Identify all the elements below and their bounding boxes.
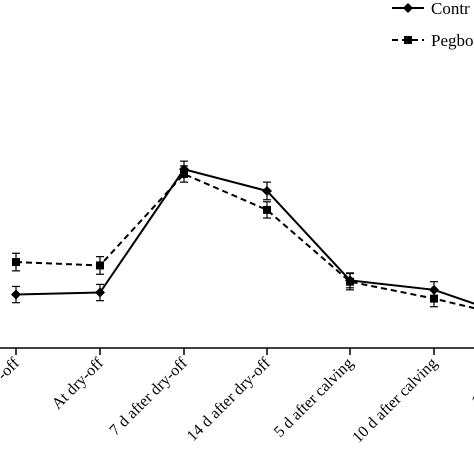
x-tick-label: 7 d after dry-off (106, 354, 191, 439)
legend-marker-diamond (403, 3, 413, 13)
data-point-diamond (429, 284, 439, 295)
series-line (15, 172, 474, 310)
data-point-square (430, 294, 438, 303)
x-tick-label: 5 d after calving (271, 355, 357, 441)
data-point-square (12, 258, 20, 267)
legend-label: Pegbo (431, 31, 474, 50)
data-point-diamond (11, 289, 21, 300)
x-tick-label: At dry-off (49, 354, 107, 412)
plot-area (11, 160, 474, 310)
series-line (15, 168, 474, 305)
x-axis (0, 347, 474, 355)
x-tick-label: 14 d after dry-off (184, 354, 275, 445)
legend: Contr Pegbo (392, 0, 474, 50)
series-diamond (11, 160, 474, 305)
legend-label: Contr (431, 0, 470, 18)
legend-marker-square (404, 36, 412, 44)
data-point-square (346, 277, 354, 286)
data-point-square (180, 170, 188, 179)
x-tick-label: 10 d after calving (349, 355, 441, 447)
data-point-square (96, 261, 104, 270)
data-point-square (263, 205, 271, 214)
x-tick-label: 14 d after (468, 354, 474, 410)
x-tick-label: -off (0, 354, 23, 383)
data-point-diamond (262, 185, 272, 196)
data-point-diamond (95, 287, 105, 298)
series-square (12, 165, 474, 310)
